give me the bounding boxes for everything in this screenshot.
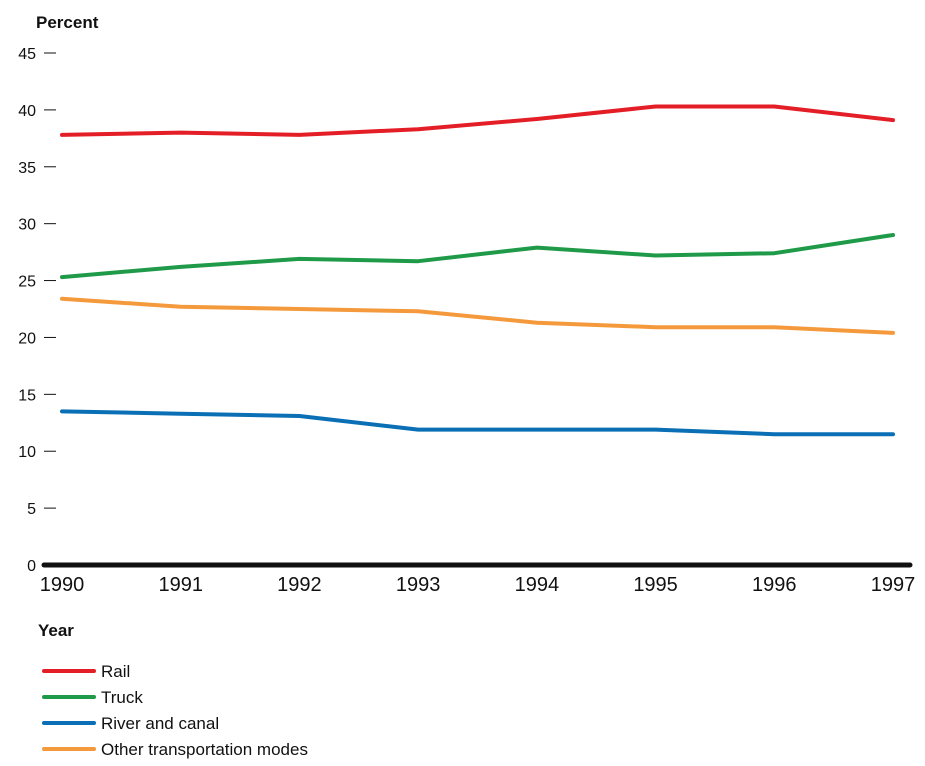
y-tick-label: 20 [18,330,36,347]
x-tick-label: 1995 [633,574,678,596]
legend-label-other-transportation-modes: Other transportation modes [101,740,308,759]
series-line-other-transportation-modes [60,296,895,335]
y-tick-label: 25 [18,274,36,291]
legend-label-rail: Rail [101,662,130,681]
y-tick-label: 10 [18,444,36,461]
x-axis-title: Year [38,621,74,640]
y-tick-label: 30 [18,217,36,234]
x-tick-label: 1993 [396,574,441,596]
x-tick-label: 1997 [871,574,916,596]
series-line-river-and-canal [60,409,895,437]
y-tick-label: 45 [18,46,36,63]
series-lines [60,104,895,437]
series-line-truck [60,233,895,280]
y-tick-label: 0 [27,558,36,575]
legend-label-truck: Truck [101,688,143,707]
x-tick-label: 1994 [515,574,560,596]
legend: Rail Truck River and canal Other transporta… [42,662,308,759]
y-tick-label: 35 [18,160,36,177]
y-tick-label: 15 [18,387,36,404]
y-axis-title: Percent [36,13,99,32]
x-tick-label: 1990 [40,574,85,596]
legend-label-river-and-canal: River and canal [101,714,219,733]
y-tick-label: 5 [27,501,36,518]
y-axis-ticks: 0 5 10 15 20 25 30 35 40 45 [18,46,56,575]
series-line-rail [60,104,895,137]
x-tick-label: 1996 [752,574,797,596]
x-tick-label: 1992 [277,574,322,596]
x-axis-ticks: 1990 1991 1992 1993 1994 1995 1996 1997 [40,574,916,596]
y-tick-label: 40 [18,103,36,120]
x-tick-label: 1991 [158,574,203,596]
